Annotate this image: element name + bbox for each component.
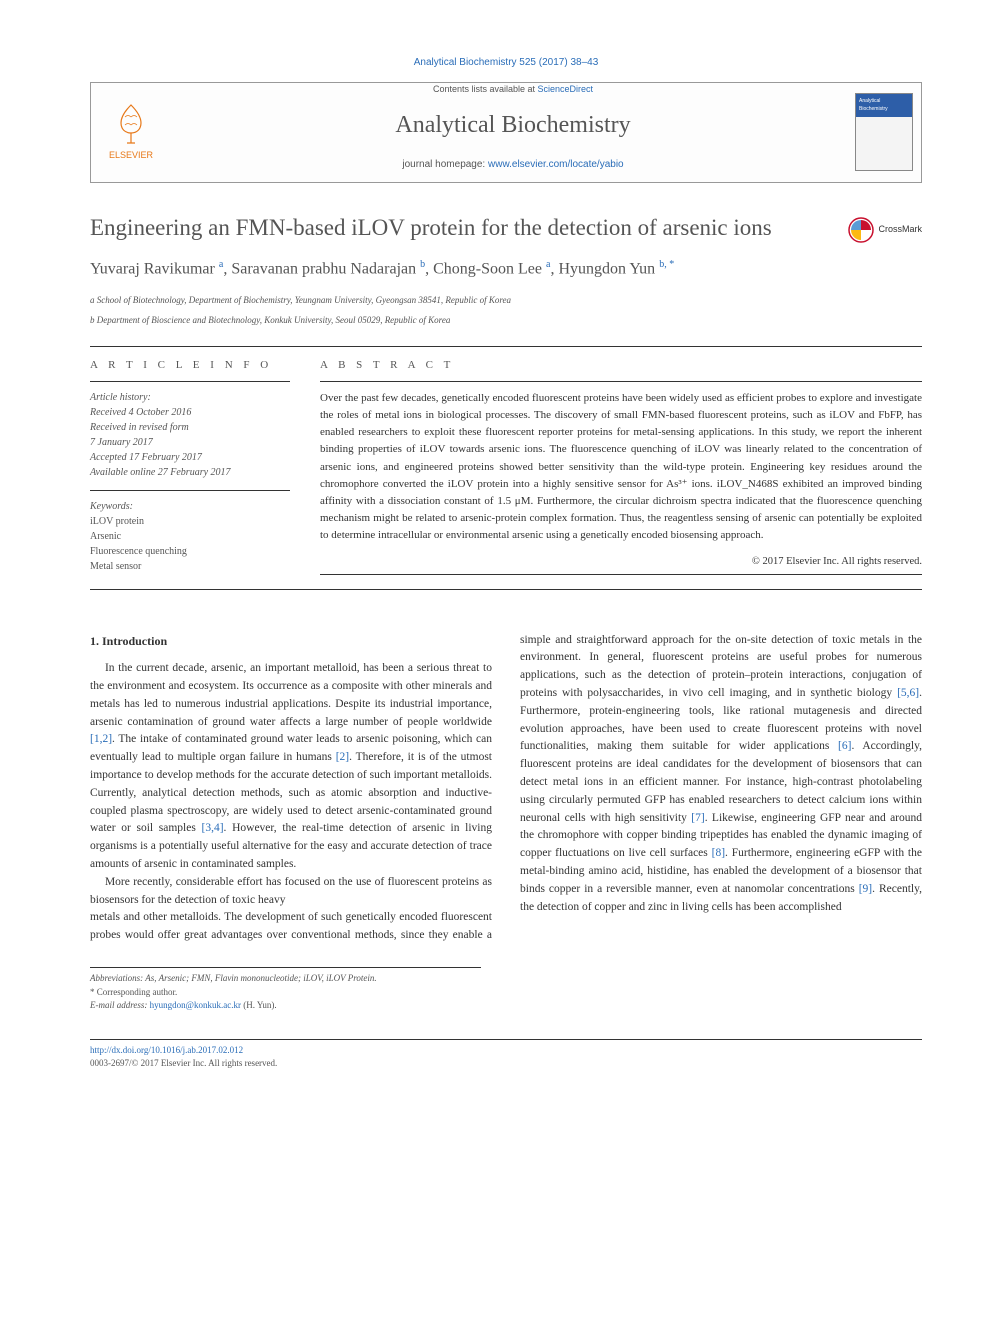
rule	[320, 381, 922, 382]
authors: Yuvaraj Ravikumar a, Saravanan prabhu Na…	[90, 257, 922, 281]
article-info-heading: A R T I C L E I N F O	[90, 357, 290, 374]
crossmark-icon	[848, 217, 874, 243]
footnotes: Abbreviations: As, Arsenic; FMN, Flavin …	[90, 967, 481, 1013]
keywords: Keywords: iLOV protein Arsenic Fluoresce…	[90, 499, 290, 574]
intro-paragraph: In the current decade, arsenic, an impor…	[90, 660, 492, 874]
contents-line: Contents lists available at ScienceDirec…	[171, 83, 855, 97]
homepage-line: journal homepage: www.elsevier.com/locat…	[171, 157, 855, 182]
rule	[90, 490, 290, 491]
journal-header: ELSEVIER Contents lists available at Sci…	[90, 82, 922, 183]
rule	[320, 574, 922, 575]
article-title: Engineering an FMN-based iLOV protein fo…	[90, 213, 828, 243]
body-text: 1. Introduction In the current decade, a…	[90, 632, 922, 946]
corresponding-email-link[interactable]: hyungdon@konkuk.ac.kr	[150, 1000, 241, 1010]
sciencedirect-link[interactable]: ScienceDirect	[538, 84, 594, 94]
intro-heading: 1. Introduction	[90, 632, 492, 651]
elsevier-label: ELSEVIER	[109, 149, 153, 163]
rule	[90, 589, 922, 590]
citation: Analytical Biochemistry 525 (2017) 38–43	[90, 55, 922, 70]
journal-cover-thumb: Analytical Biochemistry	[855, 93, 913, 171]
crossmark-label: CrossMark	[878, 223, 922, 237]
journal-name: Analytical Biochemistry	[171, 107, 855, 143]
intro-paragraph: More recently, considerable effort has f…	[90, 874, 492, 910]
crossmark-badge[interactable]: CrossMark	[848, 217, 922, 243]
abstract-copyright: © 2017 Elsevier Inc. All rights reserved…	[320, 554, 922, 570]
footer: http://dx.doi.org/10.1016/j.ab.2017.02.0…	[90, 1039, 922, 1071]
doi-link[interactable]: http://dx.doi.org/10.1016/j.ab.2017.02.0…	[90, 1045, 243, 1055]
affiliation-b: b Department of Bioscience and Biotechno…	[90, 311, 922, 328]
affiliation-a: a School of Biotechnology, Department of…	[90, 291, 922, 308]
article-history: Article history: Received 4 October 2016…	[90, 390, 290, 480]
rule	[90, 381, 290, 382]
elsevier-tree-icon	[111, 103, 151, 147]
abstract-text: Over the past few decades, genetically e…	[320, 390, 922, 543]
journal-homepage-link[interactable]: www.elsevier.com/locate/yabio	[488, 159, 624, 170]
rule	[90, 346, 922, 347]
abstract-heading: A B S T R A C T	[320, 357, 922, 374]
elsevier-logo: ELSEVIER	[91, 87, 171, 177]
